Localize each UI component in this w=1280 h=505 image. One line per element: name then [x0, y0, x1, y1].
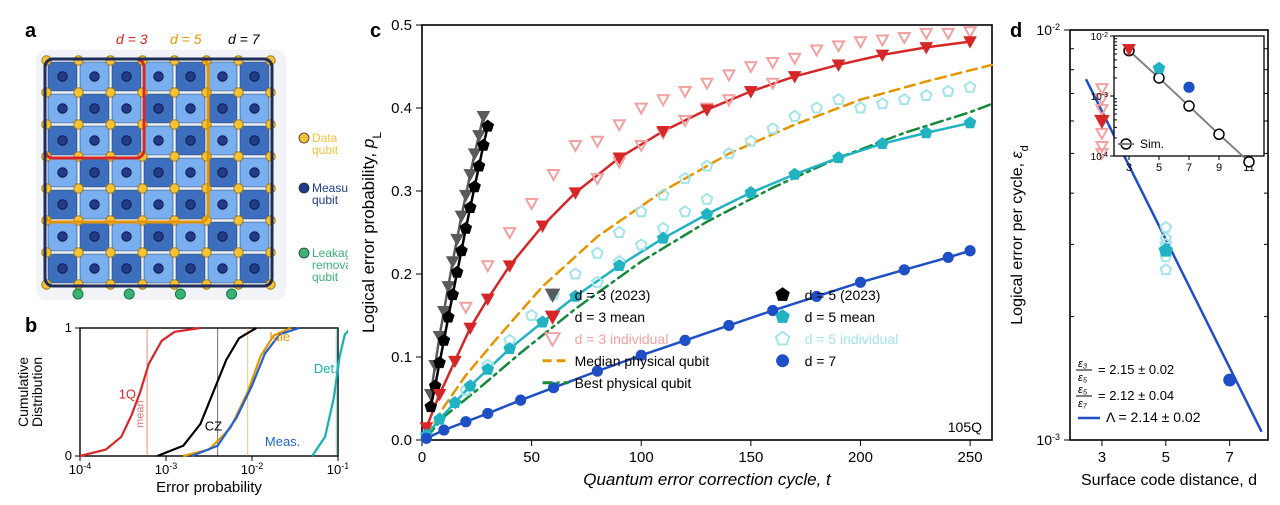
svg-text:9: 9	[1216, 162, 1222, 174]
svg-text:200: 200	[848, 449, 873, 466]
panel-a-legend-measure-qubit: Measurequbit	[312, 181, 348, 207]
svg-text:ε₇: ε₇	[1078, 398, 1088, 410]
svg-text:0.4: 0.4	[391, 100, 412, 117]
svg-text:Logical error per cycle, εd: Logical error per cycle, εd	[1009, 145, 1031, 324]
svg-text:0: 0	[65, 448, 72, 463]
svg-text:ε₃: ε₃	[1078, 358, 1088, 370]
svg-text:150: 150	[738, 449, 763, 466]
svg-text:5: 5	[1162, 449, 1170, 466]
svg-text:3: 3	[1098, 449, 1106, 466]
svg-text:10-2: 10-2	[1036, 22, 1060, 38]
svg-text:= 2.15 ± 0.02: = 2.15 ± 0.02	[1098, 362, 1174, 377]
svg-text:0.0: 0.0	[391, 432, 412, 449]
svg-text:Median physical qubit: Median physical qubit	[575, 353, 710, 369]
panel-a-svg: d = 3 d = 5 d = 7 Dataqubit Measurequbit Leak…	[18, 28, 348, 318]
svg-text:d = 3: d = 3	[116, 31, 148, 47]
svg-text:0: 0	[418, 449, 426, 466]
svg-text:Quantum error correction cycle: Quantum error correction cycle, t	[583, 470, 832, 489]
svg-text:1Q: 1Q	[119, 386, 136, 401]
svg-text:d = 3 mean: d = 3 mean	[575, 309, 645, 325]
svg-text:7: 7	[1186, 162, 1192, 174]
svg-text:Error probability: Error probability	[156, 479, 262, 496]
svg-text:7: 7	[1226, 449, 1234, 466]
panel-c-svg: 0 50 100 150 200 250 0.0 0.1 0.2 0.3 0.4 0.5 Quantum…	[352, 15, 1007, 495]
svg-text:d = 5 (2023): d = 5 (2023)	[805, 287, 881, 303]
svg-text:10-3: 10-3	[1036, 432, 1060, 448]
svg-text:10-4: 10-4	[69, 461, 91, 477]
svg-text:3: 3	[1126, 162, 1132, 174]
svg-text:CumulativeDistribution: CumulativeDistribution	[18, 357, 45, 427]
panel-a-legend-leakage-qubit: Leakageremovalqubit	[312, 246, 348, 284]
svg-text:1: 1	[65, 320, 72, 335]
svg-text:10-2: 10-2	[1091, 32, 1108, 44]
svg-text:d = 5 individual: d = 5 individual	[805, 331, 899, 347]
svg-text:0.5: 0.5	[391, 17, 412, 34]
svg-text:10-2: 10-2	[241, 461, 263, 477]
svg-text:d = 5: d = 5	[170, 31, 202, 47]
svg-text:ε₅: ε₅	[1078, 384, 1088, 396]
svg-text:100: 100	[629, 449, 654, 466]
svg-text:Meas.: Meas.	[265, 434, 300, 449]
svg-text:10-4: 10-4	[1091, 152, 1108, 164]
svg-text:d = 7: d = 7	[228, 31, 261, 47]
svg-text:CZ: CZ	[205, 418, 222, 433]
panel-d-svg: 3 5 7 10-2 10-3 Surface code distance, d Logic…	[1008, 15, 1278, 495]
svg-text:0.1: 0.1	[391, 349, 412, 366]
svg-text:0.2: 0.2	[391, 266, 412, 283]
panel-b-svg: 10-4 10-3 10-2 10-1 0 1 1Q CZ Meas. Idle Det. mean E…	[18, 318, 348, 498]
svg-text:105Q: 105Q	[948, 419, 982, 435]
svg-text:Best physical qubit: Best physical qubit	[575, 375, 692, 391]
svg-text:Logical error probability, pL: Logical error probability, pL	[359, 132, 384, 333]
svg-text:Λ = 2.14 ± 0.02: Λ = 2.14 ± 0.02	[1106, 409, 1201, 425]
svg-text:Sim.: Sim.	[1140, 137, 1164, 151]
svg-text:Det.: Det.	[314, 361, 338, 376]
svg-text:d = 3 (2023): d = 3 (2023)	[575, 287, 651, 303]
panel-a-legend-data-qubit: Dataqubit	[312, 131, 339, 157]
svg-text:d = 7: d = 7	[805, 353, 837, 369]
svg-text:10-3: 10-3	[1091, 92, 1108, 104]
svg-text:= 2.12 ± 0.04: = 2.12 ± 0.04	[1098, 388, 1174, 403]
svg-text:d = 3 individual: d = 3 individual	[575, 331, 669, 347]
svg-text:50: 50	[523, 449, 540, 466]
svg-text:Surface code distance, d: Surface code distance, d	[1081, 472, 1257, 489]
svg-text:Idle: Idle	[269, 329, 290, 344]
svg-text:10-1: 10-1	[327, 461, 348, 477]
svg-text:5: 5	[1156, 162, 1162, 174]
svg-text:250: 250	[958, 449, 983, 466]
svg-text:mean: mean	[135, 400, 147, 428]
svg-text:d = 5 mean: d = 5 mean	[805, 309, 875, 325]
svg-text:ε₅: ε₅	[1078, 372, 1088, 384]
svg-text:10-3: 10-3	[155, 461, 177, 477]
figure-root: a b c d d = 3d = 5d = 7DataqubitMeasureq…	[0, 0, 1280, 505]
svg-text:0.3: 0.3	[391, 183, 412, 200]
